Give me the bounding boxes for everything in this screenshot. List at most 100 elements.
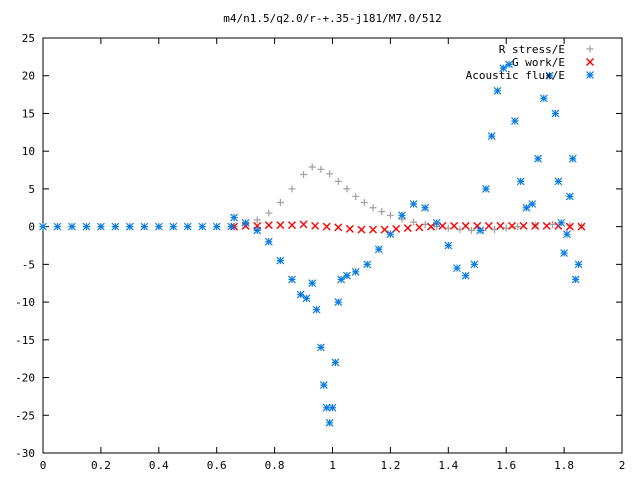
y-tick-label: 10	[22, 145, 35, 158]
data-point	[360, 198, 368, 206]
data-point	[378, 208, 386, 216]
data-point	[317, 165, 325, 173]
series-plus	[230, 163, 585, 234]
data-point	[482, 184, 490, 193]
data-point	[493, 86, 502, 95]
data-point	[322, 222, 331, 231]
data-point	[426, 222, 435, 231]
data-point	[140, 222, 149, 231]
data-point	[467, 226, 475, 234]
y-tick-label: -25	[15, 409, 35, 422]
legend-label: Acoustic flux/E	[466, 69, 565, 82]
data-point	[265, 209, 273, 217]
data-point	[571, 275, 580, 284]
data-point	[345, 224, 354, 233]
y-tick-label: -10	[15, 296, 35, 309]
data-point	[565, 192, 574, 201]
x-tick-label: 0.6	[207, 459, 227, 472]
data-point	[230, 213, 238, 222]
data-point	[409, 200, 418, 208]
x-tick-label: 0	[40, 459, 47, 472]
x-axis: 0 0.2 0.4 0.6 0.8 1 1.2 1.4 1.6 1.8 2	[40, 38, 626, 472]
x-tick-label: 2	[619, 459, 626, 472]
y-tick-label: -5	[22, 258, 35, 271]
data-point	[410, 218, 418, 226]
data-point	[450, 221, 459, 230]
legend-label: G work/E	[512, 56, 565, 69]
data-point	[253, 216, 261, 224]
data-point	[453, 264, 461, 273]
data-point	[308, 279, 317, 288]
legend-swatch	[586, 71, 594, 79]
data-point	[531, 221, 540, 230]
data-point	[68, 222, 76, 231]
data-point	[577, 222, 586, 231]
data-point	[574, 260, 583, 269]
data-point	[398, 211, 406, 220]
data-point	[198, 222, 207, 231]
data-point	[241, 218, 250, 227]
data-point	[563, 230, 571, 239]
data-point	[343, 185, 351, 193]
y-tick-label: -15	[15, 334, 35, 347]
x-tick-label: 1.8	[554, 459, 574, 472]
data-point	[470, 260, 479, 269]
series-star	[39, 60, 583, 427]
data-point	[96, 222, 105, 231]
x-tick-label: 1.2	[380, 459, 400, 472]
data-point	[444, 224, 452, 232]
data-point	[264, 221, 273, 230]
data-point	[380, 225, 389, 234]
data-point	[302, 294, 311, 303]
data-point	[551, 109, 560, 118]
data-point	[276, 198, 284, 206]
y-tick-label: -30	[15, 447, 35, 460]
x-tick-label: 1.4	[438, 459, 458, 472]
data-point	[510, 117, 519, 125]
data-point	[560, 249, 569, 257]
data-point	[53, 222, 62, 231]
data-point	[565, 222, 574, 231]
x-tick-label: 0.2	[91, 459, 111, 472]
data-point	[522, 203, 531, 212]
y-tick-label: 25	[22, 32, 35, 45]
series-layer	[39, 60, 586, 427]
data-point	[212, 222, 221, 231]
data-point	[505, 60, 514, 69]
data-point	[456, 226, 464, 234]
data-point	[516, 177, 525, 186]
x-tick-label: 1.6	[496, 459, 516, 472]
data-point	[227, 222, 236, 231]
data-point	[111, 222, 120, 231]
data-point	[39, 222, 47, 231]
data-point	[519, 221, 528, 230]
data-point	[334, 177, 342, 185]
series-cross	[230, 220, 586, 234]
data-point	[296, 290, 305, 299]
data-point	[514, 223, 522, 231]
data-point	[288, 275, 296, 284]
data-point	[502, 224, 510, 232]
data-point	[461, 271, 470, 280]
data-point	[415, 223, 424, 232]
data-point	[183, 222, 192, 231]
data-point	[568, 154, 577, 163]
data-point	[288, 185, 296, 193]
y-tick-label: -20	[15, 372, 35, 385]
data-point	[444, 241, 453, 250]
data-point	[386, 211, 394, 219]
data-point	[334, 298, 343, 307]
data-point	[496, 221, 505, 230]
y-axis: 25 20 15 10 5 0 -5 -10 -15 -20 -25 -30	[15, 32, 622, 460]
data-point	[554, 177, 563, 186]
data-point	[319, 381, 328, 390]
y-tick-label: 0	[28, 221, 35, 234]
data-point	[421, 203, 430, 212]
data-point	[82, 222, 91, 231]
data-point	[328, 403, 337, 412]
data-point	[528, 200, 537, 208]
data-point	[369, 225, 378, 234]
data-point	[264, 237, 273, 246]
data-point	[276, 256, 285, 265]
